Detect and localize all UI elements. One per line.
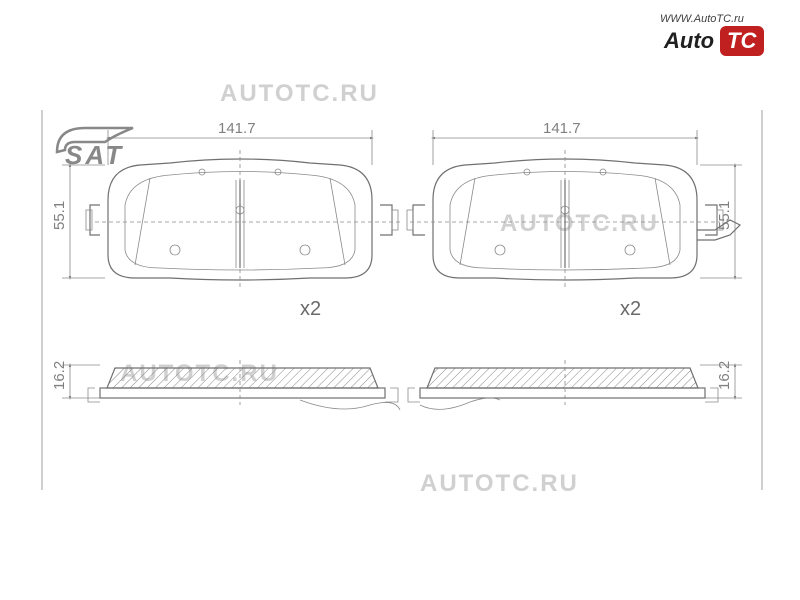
dim-width-right: 141.7 (543, 120, 581, 137)
left-pad-top-view: 141.7 55.1 x2 (51, 120, 400, 320)
qty-right: x2 (620, 298, 641, 320)
dim-height-left: 55.1 (51, 201, 68, 230)
dim-height-right: 55.1 (716, 201, 733, 230)
right-pad-side-view: 16.2 (408, 360, 742, 409)
qty-left: x2 (300, 298, 321, 320)
dim-width-left: 141.7 (218, 120, 256, 137)
technical-drawing: 141.7 55.1 x2 (0, 0, 800, 600)
right-pad-top-view: 141.7 55.1 x2 (407, 120, 742, 320)
left-pad-side-view: 16.2 (51, 360, 400, 410)
